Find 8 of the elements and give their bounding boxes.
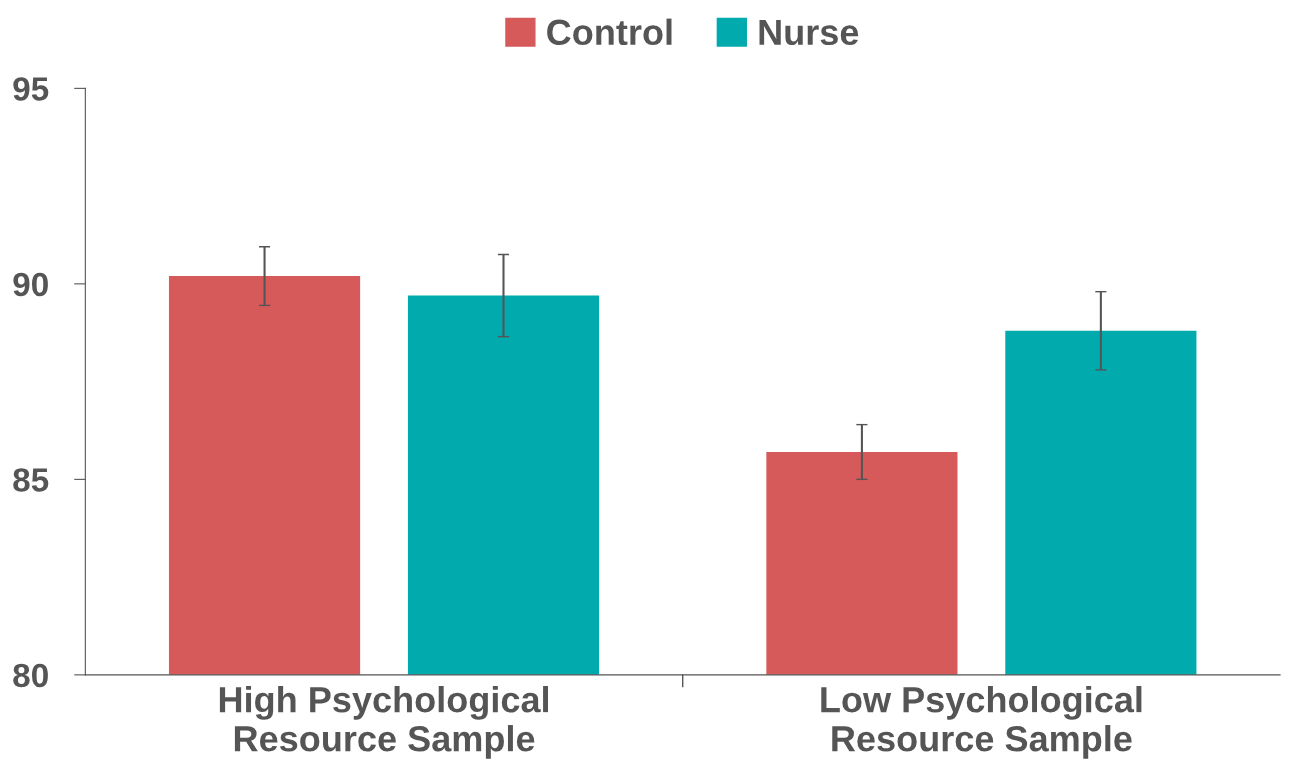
y-tick-label: 95 [13, 77, 49, 101]
x-tick-label: Low Psychological Resource Sample [821, 685, 1142, 759]
legend-label: Control [547, 18, 672, 46]
legend-label: Nurse [759, 19, 859, 46]
y-tick-label: 85 [13, 468, 49, 492]
x-tick-label: High Psychological Resource Sample [219, 685, 549, 759]
y-tick-label: 80 [13, 663, 48, 688]
y-tick-label: 90 [13, 272, 48, 297]
